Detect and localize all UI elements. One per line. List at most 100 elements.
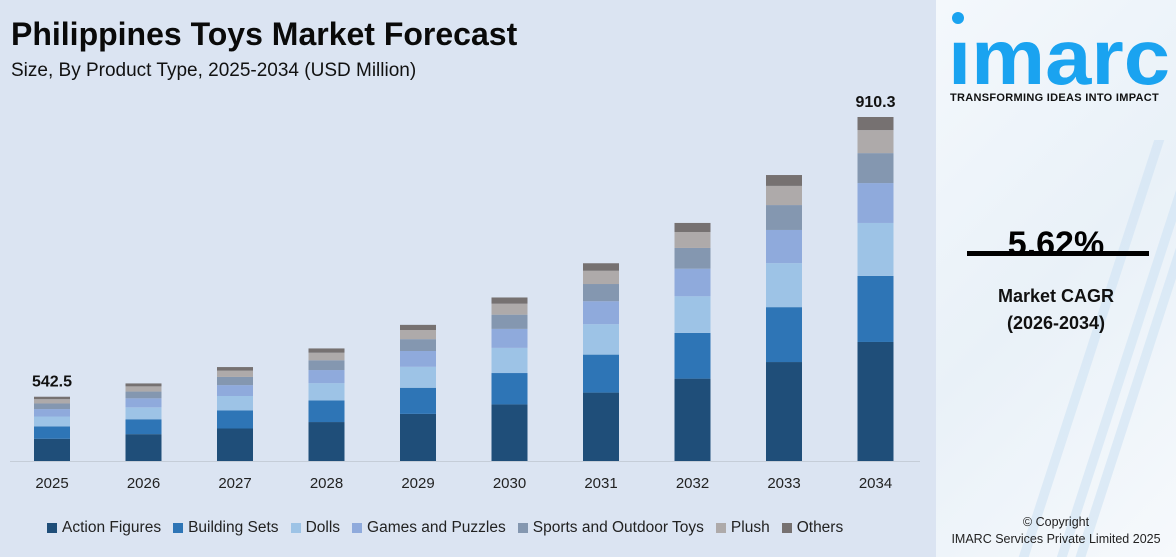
bar-segment bbox=[491, 373, 528, 405]
bar-segment bbox=[34, 399, 70, 404]
legend-swatch bbox=[352, 523, 363, 533]
legend-item: Action Figures bbox=[47, 519, 161, 537]
chart-panel: Philippines Toys Market Forecast Size, B… bbox=[10, 16, 920, 537]
legend-item: Games and Puzzles bbox=[352, 519, 506, 537]
bar-segment bbox=[125, 407, 162, 420]
x-tick-label: 2025 bbox=[35, 475, 68, 492]
copyright: © Copyright IMARC Services Private Limit… bbox=[936, 514, 1176, 548]
bar-segment bbox=[857, 117, 894, 131]
bar-segment bbox=[766, 185, 802, 206]
legend-item: Plush bbox=[715, 519, 770, 537]
cagr-label: Market CAGR (2026-2034) bbox=[936, 283, 1176, 337]
bar-segment bbox=[400, 387, 436, 414]
bar-segment bbox=[125, 419, 162, 435]
legend-label: Games and Puzzles bbox=[367, 519, 506, 536]
bar-segment bbox=[400, 366, 436, 388]
legend-item: Dolls bbox=[290, 519, 341, 537]
bar-segment bbox=[125, 391, 162, 399]
bar-segment bbox=[766, 205, 802, 230]
bar-segment bbox=[34, 438, 70, 461]
bar-segment bbox=[583, 263, 619, 271]
legend-item: Sports and Outdoor Toys bbox=[517, 519, 704, 537]
bar-segment bbox=[857, 341, 894, 461]
bar-segment bbox=[583, 392, 619, 461]
bar-segment bbox=[217, 428, 253, 461]
legend-label: Action Figures bbox=[62, 519, 162, 536]
bar-segment bbox=[308, 352, 345, 361]
legend-item: Building Sets bbox=[173, 519, 279, 537]
bar-segment bbox=[766, 175, 802, 186]
x-tick-label: 2026 bbox=[127, 475, 160, 492]
x-tick-label: 2033 bbox=[767, 475, 800, 492]
bar-segment bbox=[766, 362, 802, 461]
legend-swatch bbox=[517, 523, 528, 533]
cagr-value: 5.62% bbox=[1007, 225, 1105, 263]
bar-segment bbox=[674, 332, 711, 379]
bar-segment bbox=[125, 386, 162, 392]
bar-segment bbox=[674, 378, 711, 461]
bar-segment bbox=[857, 153, 894, 184]
bar-segment bbox=[766, 307, 802, 363]
svg-text:ımarc: ımarc bbox=[948, 13, 1170, 88]
bar-segment bbox=[674, 231, 711, 248]
bar-segment bbox=[857, 183, 894, 223]
x-tick-label: 2029 bbox=[401, 475, 434, 492]
x-tick-label: 2034 bbox=[859, 475, 892, 492]
bar-segment bbox=[217, 376, 253, 386]
bar-segment bbox=[674, 247, 711, 269]
bar-segment bbox=[217, 370, 253, 377]
tagline: TRANSFORMING IDEAS INTO IMPACT bbox=[950, 92, 1160, 104]
copyright-line2: IMARC Services Private Limited 2025 bbox=[951, 532, 1161, 546]
bar-segment bbox=[400, 413, 436, 461]
legend: Action Figures Building Sets Dolls Games an… bbox=[47, 519, 843, 537]
bar-segment bbox=[491, 314, 528, 329]
bar-segment bbox=[583, 284, 619, 302]
legend-label: Dolls bbox=[305, 519, 341, 536]
info-panel: ımarc TRANSFORMING IDEAS INTO IMPACT 5.6… bbox=[936, 0, 1176, 557]
bar-segment bbox=[857, 275, 894, 342]
bar-segment bbox=[491, 328, 528, 348]
bar-segment bbox=[583, 270, 619, 285]
legend-swatch bbox=[290, 523, 301, 533]
bar-segment bbox=[308, 383, 345, 401]
bar-segment bbox=[308, 360, 345, 371]
bar-segment bbox=[308, 348, 345, 353]
chart-subtitle: Size, By Product Type, 2025-2034 (USD Mi… bbox=[11, 60, 417, 81]
bar-segment bbox=[491, 297, 528, 304]
bar-segment bbox=[766, 263, 802, 308]
data-label: 910.3 bbox=[855, 94, 895, 111]
bar-segment bbox=[583, 301, 619, 325]
cagr-label-text: Market CAGR bbox=[997, 286, 1115, 306]
bar-segment bbox=[400, 339, 436, 351]
legend-item: Others bbox=[781, 519, 843, 537]
bar-segment bbox=[34, 426, 70, 439]
bar-segment bbox=[34, 416, 70, 427]
bar-segment bbox=[400, 350, 436, 367]
bar-segment bbox=[308, 400, 345, 423]
legend-label: Plush bbox=[730, 519, 770, 536]
bar-segment bbox=[491, 303, 528, 315]
bar-segment bbox=[491, 347, 528, 374]
bar-segment bbox=[857, 222, 894, 276]
cagr-period: (2026-2034) bbox=[1006, 313, 1106, 333]
x-tick-label: 2027 bbox=[218, 475, 251, 492]
bar-segment bbox=[674, 296, 711, 333]
bar-segment bbox=[125, 434, 162, 461]
legend-label: Sports and Outdoor Toys bbox=[532, 519, 704, 536]
bar-segment bbox=[217, 385, 253, 397]
bar-segment bbox=[217, 367, 253, 371]
x-tick-label: 2030 bbox=[493, 475, 526, 492]
legend-swatch bbox=[47, 523, 57, 533]
bar-segment bbox=[34, 403, 70, 410]
chart-title: Philippines Toys Market Forecast bbox=[11, 16, 518, 52]
x-tick-label: 2031 bbox=[584, 475, 617, 492]
x-tick-label: 2032 bbox=[676, 475, 709, 492]
legend-swatch bbox=[173, 523, 184, 533]
divider bbox=[967, 251, 1149, 256]
bar-segment bbox=[583, 324, 619, 355]
bar-segment bbox=[34, 396, 70, 400]
legend-label: Building Sets bbox=[188, 519, 279, 536]
legend-swatch bbox=[715, 523, 726, 533]
bar-segment bbox=[400, 324, 436, 331]
bar-segment bbox=[674, 268, 711, 297]
